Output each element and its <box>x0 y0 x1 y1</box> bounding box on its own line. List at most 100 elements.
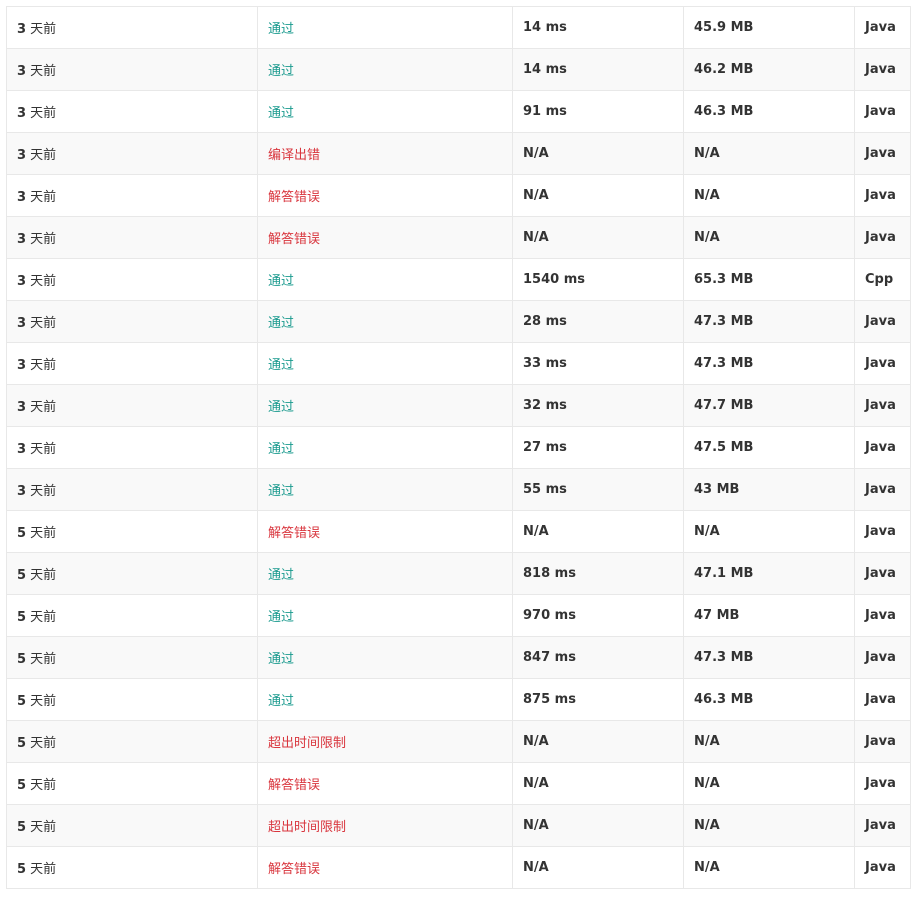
submitted-time-cell: 5 天前 <box>6 510 258 553</box>
status-link[interactable]: 通过 <box>268 64 295 79</box>
status-cell: 超出时间限制 <box>257 804 513 847</box>
memory-cell: 47.3 MB <box>683 636 855 679</box>
submitted-time-number: 5 <box>17 820 27 835</box>
language-cell: Java <box>854 468 911 511</box>
status-link[interactable]: 通过 <box>268 610 295 625</box>
submission-row: 3 天前 通过 28 ms 47.3 MB Java <box>6 300 911 343</box>
memory-cell: 47.5 MB <box>683 426 855 469</box>
submission-row: 3 天前 编译出错 N/A N/A Java <box>6 132 911 175</box>
memory-cell: 47.3 MB <box>683 300 855 343</box>
runtime-cell: 14 ms <box>512 6 684 49</box>
status-link[interactable]: 通过 <box>268 106 295 121</box>
runtime-cell: N/A <box>512 174 684 217</box>
submitted-time-unit: 天前 <box>26 652 57 667</box>
submission-row: 3 天前 通过 91 ms 46.3 MB Java <box>6 90 911 133</box>
submitted-time-unit: 天前 <box>26 274 57 289</box>
status-cell: 通过 <box>257 594 513 637</box>
runtime-cell: 27 ms <box>512 426 684 469</box>
submitted-time-cell: 3 天前 <box>6 300 258 343</box>
submitted-time-cell: 3 天前 <box>6 90 258 133</box>
submission-row: 5 天前 超出时间限制 N/A N/A Java <box>6 804 911 847</box>
submitted-time-number: 5 <box>17 736 27 751</box>
submitted-time-unit: 天前 <box>26 64 57 79</box>
memory-cell: 43 MB <box>683 468 855 511</box>
status-link[interactable]: 解答错误 <box>268 232 321 247</box>
runtime-cell: N/A <box>512 216 684 259</box>
status-cell: 通过 <box>257 384 513 427</box>
submitted-time-cell: 3 天前 <box>6 468 258 511</box>
memory-cell: N/A <box>683 132 855 175</box>
status-link[interactable]: 解答错误 <box>268 778 321 793</box>
submitted-time-unit: 天前 <box>26 778 57 793</box>
submitted-time-unit: 天前 <box>26 316 57 331</box>
status-link[interactable]: 解答错误 <box>268 862 321 877</box>
submission-row: 3 天前 通过 32 ms 47.7 MB Java <box>6 384 911 427</box>
submission-row: 3 天前 解答错误 N/A N/A Java <box>6 216 911 259</box>
submitted-time-number: 3 <box>17 274 27 289</box>
memory-cell: 47.1 MB <box>683 552 855 595</box>
submission-row: 3 天前 通过 14 ms 45.9 MB Java <box>6 6 911 49</box>
submission-row: 5 天前 通过 970 ms 47 MB Java <box>6 594 911 637</box>
submitted-time-cell: 3 天前 <box>6 384 258 427</box>
submission-row: 3 天前 通过 27 ms 47.5 MB Java <box>6 426 911 469</box>
language-cell: Java <box>854 804 911 847</box>
status-link[interactable]: 通过 <box>268 484 295 499</box>
status-link[interactable]: 通过 <box>268 694 295 709</box>
language-cell: Java <box>854 48 911 91</box>
submitted-time-unit: 天前 <box>26 568 57 583</box>
submitted-time-unit: 天前 <box>26 232 57 247</box>
status-cell: 通过 <box>257 552 513 595</box>
submitted-time-cell: 3 天前 <box>6 342 258 385</box>
submissions-table-container: 3 天前 通过 14 ms 45.9 MB Java 3 天前 通过 14 ms… <box>6 6 911 889</box>
runtime-cell: 14 ms <box>512 48 684 91</box>
status-cell: 编译出错 <box>257 132 513 175</box>
language-cell: Java <box>854 510 911 553</box>
submitted-time-unit: 天前 <box>26 442 57 457</box>
language-cell: Java <box>854 552 911 595</box>
status-link[interactable]: 解答错误 <box>268 190 321 205</box>
submitted-time-unit: 天前 <box>26 148 57 163</box>
status-link[interactable]: 超出时间限制 <box>268 736 347 751</box>
submitted-time-cell: 5 天前 <box>6 720 258 763</box>
memory-cell: N/A <box>683 510 855 553</box>
memory-cell: N/A <box>683 846 855 889</box>
status-link[interactable]: 编译出错 <box>268 148 321 163</box>
language-cell: Java <box>854 300 911 343</box>
status-link[interactable]: 通过 <box>268 274 295 289</box>
status-link[interactable]: 通过 <box>268 568 295 583</box>
submitted-time-unit: 天前 <box>26 526 57 541</box>
status-cell: 通过 <box>257 48 513 91</box>
submitted-time-number: 5 <box>17 568 27 583</box>
memory-cell: 65.3 MB <box>683 258 855 301</box>
runtime-cell: 970 ms <box>512 594 684 637</box>
submissions-table: 3 天前 通过 14 ms 45.9 MB Java 3 天前 通过 14 ms… <box>6 6 911 889</box>
submission-row: 5 天前 解答错误 N/A N/A Java <box>6 510 911 553</box>
status-link[interactable]: 超出时间限制 <box>268 820 347 835</box>
submitted-time-number: 3 <box>17 358 27 373</box>
status-link[interactable]: 通过 <box>268 358 295 373</box>
status-cell: 通过 <box>257 678 513 721</box>
status-link[interactable]: 通过 <box>268 22 295 37</box>
submitted-time-number: 3 <box>17 148 27 163</box>
submission-row: 3 天前 通过 55 ms 43 MB Java <box>6 468 911 511</box>
status-link[interactable]: 通过 <box>268 400 295 415</box>
status-cell: 解答错误 <box>257 510 513 553</box>
memory-cell: 47.7 MB <box>683 384 855 427</box>
language-cell: Java <box>854 174 911 217</box>
memory-cell: N/A <box>683 804 855 847</box>
runtime-cell: 818 ms <box>512 552 684 595</box>
runtime-cell: N/A <box>512 720 684 763</box>
submitted-time-number: 5 <box>17 652 27 667</box>
status-link[interactable]: 通过 <box>268 442 295 457</box>
submitted-time-cell: 3 天前 <box>6 426 258 469</box>
memory-cell: N/A <box>683 720 855 763</box>
status-link[interactable]: 通过 <box>268 316 295 331</box>
submitted-time-cell: 3 天前 <box>6 258 258 301</box>
memory-cell: N/A <box>683 216 855 259</box>
runtime-cell: 28 ms <box>512 300 684 343</box>
language-cell: Java <box>854 762 911 805</box>
status-link[interactable]: 通过 <box>268 652 295 667</box>
submitted-time-number: 3 <box>17 442 27 457</box>
status-link[interactable]: 解答错误 <box>268 526 321 541</box>
status-cell: 通过 <box>257 6 513 49</box>
